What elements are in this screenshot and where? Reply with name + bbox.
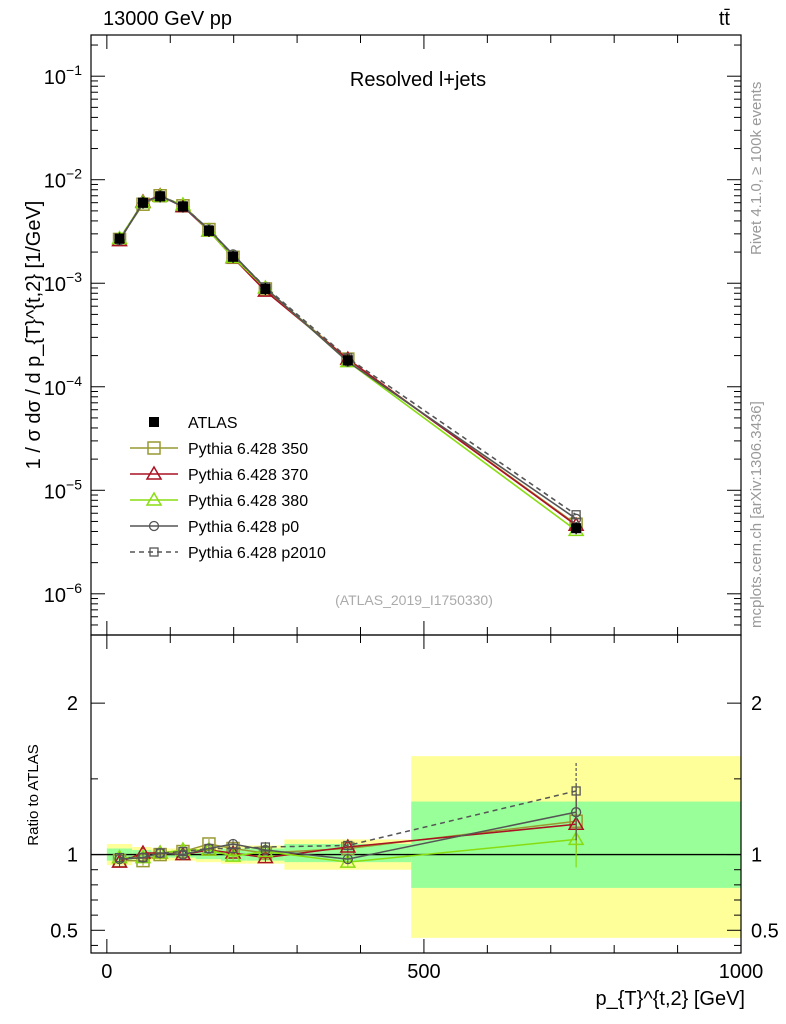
ratio-series-marker	[570, 807, 582, 818]
main-series-group	[111, 187, 585, 537]
ratio-series-group	[111, 762, 585, 868]
ratio-y-tick-label-right: 2	[751, 693, 762, 715]
data-point	[260, 283, 271, 294]
ratio-series-marker	[228, 843, 238, 854]
main-y-axis-label: 1 / σ dσ / d p_{T}^{t,2} [1/GeV]	[23, 201, 45, 470]
data-point	[114, 233, 125, 244]
legend-label: Pythia 6.428 p2010	[188, 545, 326, 562]
data-point	[138, 197, 148, 208]
ratio-y-tick-label-right: 1	[751, 845, 762, 867]
ratio-series-marker	[178, 846, 188, 857]
data-point	[228, 251, 239, 262]
ratio-series-marker	[224, 847, 242, 862]
ratio-x-tick-label: 1000	[719, 961, 764, 983]
ratio-series-marker	[342, 853, 353, 865]
ratio-series-marker	[567, 830, 585, 846]
main-y-tick-label: 10−4	[44, 373, 82, 400]
ratio-y-tick-label-right: 0.5	[751, 920, 779, 942]
ratio-series-marker	[155, 848, 165, 858]
ratio-y-tick-label: 1	[67, 845, 78, 867]
legend-marker	[148, 520, 160, 532]
data-point	[342, 355, 353, 366]
ratio-x-tick-label: 0	[101, 961, 112, 983]
ratio-y-tick-label: 0.5	[50, 920, 78, 942]
legend-label: Pythia 6.428 380	[188, 493, 308, 510]
ratio-series-marker	[114, 852, 125, 863]
main-title: Resolved l+jets	[350, 69, 486, 91]
main-y-tick-label: 10−2	[44, 166, 82, 193]
data-point	[177, 201, 188, 212]
rivet-version-label: Rivet 4.1.0, ≥ 100k events	[748, 82, 765, 255]
legend-marker	[145, 465, 163, 480]
legend-label: Pythia 6.428 p0	[188, 519, 299, 536]
x-axis-title: p_{T}^{t,2} [GeV]	[596, 988, 746, 1010]
legend-marker-data	[149, 417, 159, 427]
main-y-tick-label: 10−5	[44, 476, 82, 503]
energy-label: 13000 GeV pp	[103, 8, 232, 30]
legend: ATLAS Pythia 6.428 350 Pythia 6.428 370 Pyt…	[130, 415, 326, 562]
ratio-series-marker	[343, 840, 353, 851]
ratio-series-marker	[204, 843, 214, 854]
legend-marker	[145, 491, 163, 506]
mcplots-label: mcplots.cern.ch [arXiv:1306.3436]	[748, 401, 765, 628]
main-axis-ticks: 10−1 10−2 10−3 10−4 10−5 10−6	[44, 35, 742, 636]
legend-label: Pythia 6.428 370	[188, 467, 308, 484]
main-y-tick-label: 10−3	[44, 269, 82, 296]
data-point	[571, 523, 582, 534]
ratio-series-marker	[571, 786, 581, 796]
ratio-y-tick-label: 2	[67, 693, 78, 715]
ratio-panel: 2 2 1 1 0.5 0.5 0 500 1000 Ratio to ATLAS p_{T}^…	[25, 634, 779, 1010]
legend-marker	[147, 441, 161, 455]
process-label: tt̄	[719, 8, 731, 30]
main-series-marker	[571, 510, 581, 520]
main-y-tick-label: 10−1	[44, 62, 82, 89]
ratio-series-marker	[138, 852, 148, 863]
ratio-series-marker	[260, 842, 271, 852]
main-y-tick-label: 10−6	[44, 580, 82, 607]
ratio-frame	[90, 634, 742, 954]
ratio-y-axis-title: Ratio to ATLAS	[25, 744, 42, 845]
legend-label: ATLAS	[188, 415, 238, 432]
legend-label: Pythia 6.428 350	[188, 441, 308, 458]
data-point	[155, 191, 166, 202]
main-panel: 10−1 10−2 10−3 10−4 10−5 10−6 Resolved l+jets…	[23, 34, 742, 636]
analysis-id-label: (ATLAS_2019_I1750330)	[335, 592, 493, 608]
ratio-x-tick-label: 500	[407, 961, 440, 983]
legend-marker	[149, 547, 159, 557]
main-y-axis-title: 1 / σ dσ / d p_{T}^{t,2} [1/GeV]	[23, 201, 45, 470]
data-point	[203, 225, 214, 236]
